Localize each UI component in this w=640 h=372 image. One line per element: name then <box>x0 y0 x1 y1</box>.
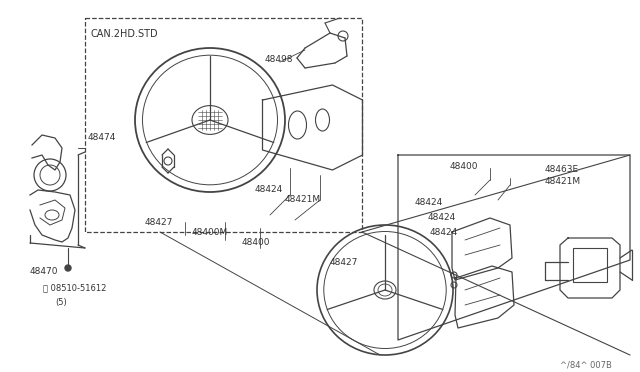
Text: 48470: 48470 <box>30 267 58 276</box>
Text: 48424: 48424 <box>415 198 444 207</box>
Text: 48400M: 48400M <box>192 228 228 237</box>
Text: 48463E: 48463E <box>545 165 579 174</box>
Text: 48427: 48427 <box>145 218 173 227</box>
Text: 48427: 48427 <box>330 258 358 267</box>
Text: 48400: 48400 <box>242 238 271 247</box>
Text: 48421M: 48421M <box>545 177 581 186</box>
Text: 48424: 48424 <box>430 228 458 237</box>
Text: 48498: 48498 <box>265 55 294 64</box>
Circle shape <box>65 265 71 271</box>
Text: CAN.2HD.STD: CAN.2HD.STD <box>90 29 157 39</box>
Text: 48424: 48424 <box>255 185 284 194</box>
Text: 48474: 48474 <box>88 133 116 142</box>
Text: 48424: 48424 <box>428 213 456 222</box>
Text: 48421M: 48421M <box>285 195 321 204</box>
Text: ^/84^ 007B: ^/84^ 007B <box>560 360 612 369</box>
Text: Ⓞ 08510-51612: Ⓞ 08510-51612 <box>43 283 106 292</box>
Text: (5): (5) <box>55 298 67 307</box>
Bar <box>85 18 362 232</box>
Text: 48400: 48400 <box>450 162 479 171</box>
